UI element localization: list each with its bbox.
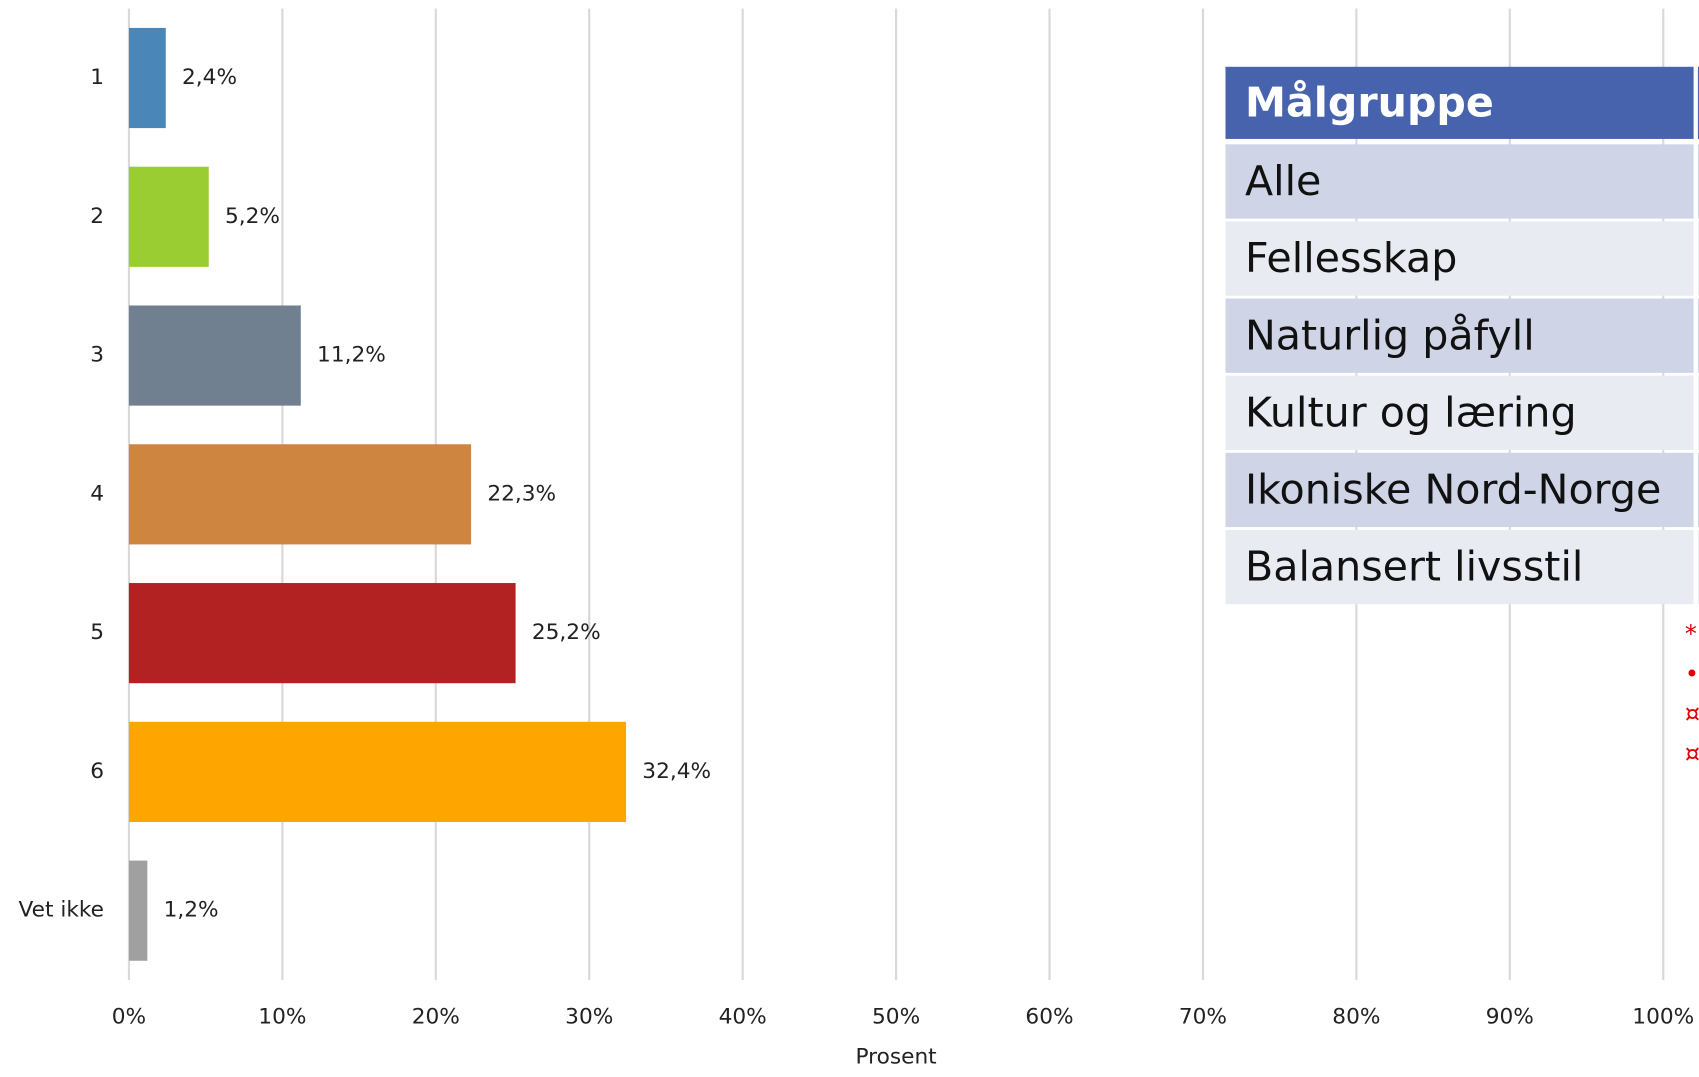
bar <box>128 444 472 545</box>
table-row-bg <box>1225 529 1694 605</box>
table-cell: Alle <box>1245 157 1321 205</box>
y-tick-label: 3 <box>90 343 104 368</box>
x-tick-label: 0% <box>112 1005 146 1030</box>
data-label: 32,4% <box>642 759 711 784</box>
y-tick-label: Vet ikke <box>19 898 105 923</box>
y-tick-label: 4 <box>90 481 104 506</box>
note: ¤ <box>1685 740 1699 768</box>
x-tick-label: 40% <box>719 1005 767 1030</box>
y-tick-label: 1 <box>90 65 104 90</box>
data-label: 2,4% <box>182 65 237 90</box>
table-row-bg-2 <box>1697 375 1699 450</box>
x-tick-label: 60% <box>1025 1005 1073 1030</box>
table-row-bg-2 <box>1697 221 1699 296</box>
table-row-bg-2 <box>1697 529 1699 605</box>
table-header: Målgruppe <box>1245 79 1494 127</box>
table-row-bg <box>1225 452 1694 528</box>
table-cell: Naturlig påfyll <box>1245 311 1535 359</box>
x-tick-label: 80% <box>1332 1005 1380 1030</box>
table-row-bg <box>1225 144 1694 219</box>
x-tick-label: 90% <box>1486 1005 1534 1030</box>
table-row-bg-2 <box>1697 452 1699 528</box>
bar <box>128 27 166 129</box>
bar <box>128 166 209 267</box>
table-header-bg-2 <box>1697 66 1699 139</box>
x-tick-label: 10% <box>258 1005 306 1030</box>
bar <box>128 305 301 406</box>
y-tick-label: 6 <box>90 759 104 784</box>
y-tick-label: 2 <box>90 204 104 229</box>
data-label: 22,3% <box>487 481 556 506</box>
table-row-bg <box>1225 375 1694 450</box>
bar <box>128 721 627 822</box>
x-tick-label: 20% <box>412 1005 460 1030</box>
bar <box>128 860 148 961</box>
table-row-bg <box>1225 298 1694 373</box>
x-tick-label: 100% <box>1632 1005 1694 1030</box>
table-header-bg <box>1225 66 1694 139</box>
x-tick-label: 50% <box>872 1005 920 1030</box>
x-tick-label: 30% <box>565 1005 613 1030</box>
y-tick-label: 5 <box>90 620 104 645</box>
note: • <box>1685 660 1699 688</box>
table-row-bg-2 <box>1697 144 1699 219</box>
note: * <box>1685 620 1697 648</box>
table-row-bg <box>1225 221 1694 296</box>
bar <box>128 583 516 684</box>
table-cell: Ikoniske Nord-Norge <box>1245 466 1661 514</box>
data-label: 1,2% <box>164 898 219 923</box>
table-cell: Balansert livsstil <box>1245 543 1583 591</box>
data-label: 25,2% <box>532 620 601 645</box>
x-tick-label: 70% <box>1179 1005 1227 1030</box>
x-axis-label: Prosent <box>855 1045 936 1070</box>
table-cell: Kultur og læring <box>1245 389 1577 437</box>
table-cell: Fellesskap <box>1245 234 1457 282</box>
data-label: 11,2% <box>317 343 386 368</box>
note: ¤ <box>1685 700 1699 728</box>
table-row-bg-2 <box>1697 298 1699 373</box>
data-label: 5,2% <box>225 204 280 229</box>
